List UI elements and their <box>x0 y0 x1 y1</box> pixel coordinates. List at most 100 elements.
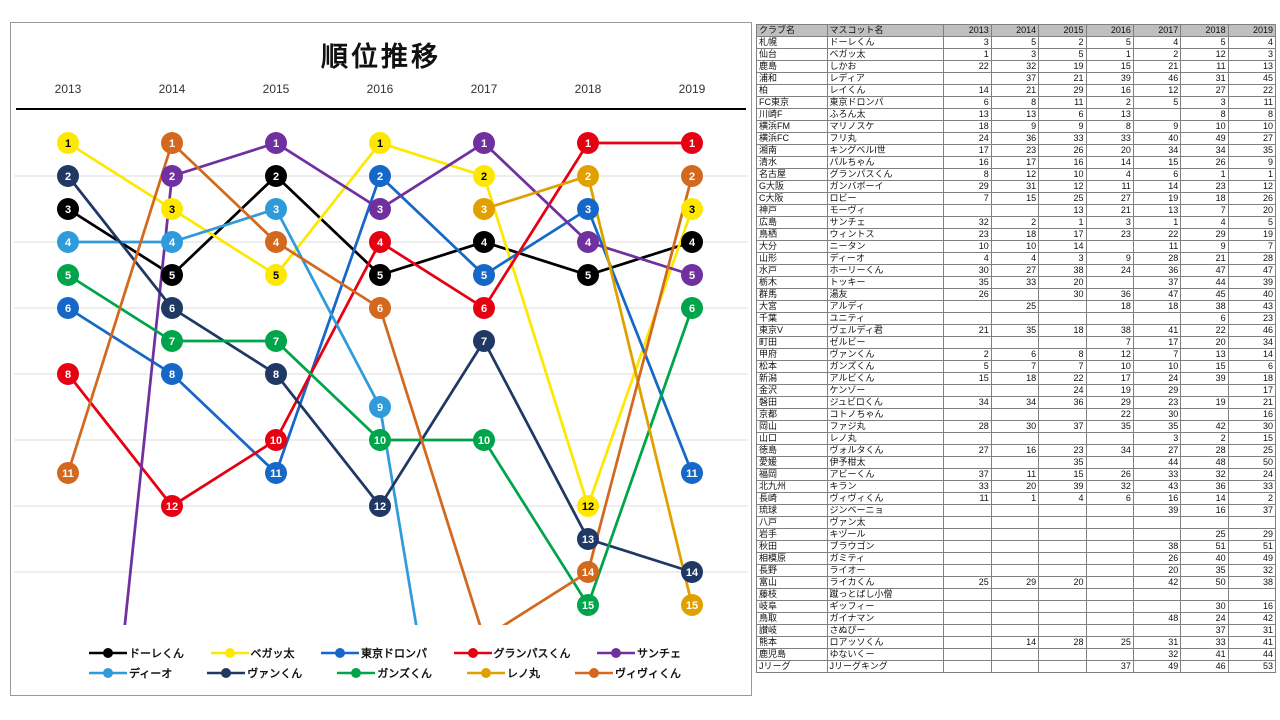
data-point: 7 <box>265 330 287 352</box>
club-name-cell: 東京V <box>756 324 828 337</box>
rank-value-cell: 21 <box>1085 204 1134 217</box>
club-name-cell: 熊本 <box>756 636 828 649</box>
rank-value-cell: 29 <box>1085 396 1134 409</box>
rank-value-cell: 39 <box>1085 72 1134 85</box>
svg-text:9: 9 <box>377 402 383 414</box>
club-name-cell: C大阪 <box>756 192 828 205</box>
svg-text:4: 4 <box>377 237 384 249</box>
data-point: 11 <box>265 462 287 484</box>
rank-value-cell: 13 <box>1132 204 1182 217</box>
rank-value-cell: 18 <box>1132 300 1182 313</box>
club-name-cell: 横浜FC <box>756 132 828 145</box>
mascot-name-cell: コトノちゃん <box>826 408 945 421</box>
rank-value-cell <box>990 312 1040 325</box>
rank-value-cell <box>990 528 1040 541</box>
mascot-name-cell: ガイナマン <box>826 612 945 625</box>
rank-value-cell: 27 <box>1227 132 1277 145</box>
svg-text:5: 5 <box>273 270 279 282</box>
svg-text:6: 6 <box>689 303 695 315</box>
club-name-cell: 千葉 <box>756 312 828 325</box>
data-point: 7 <box>473 330 495 352</box>
rank-value-cell: 9 <box>990 120 1040 133</box>
rank-value-cell: 13 <box>943 108 992 121</box>
svg-text:4: 4 <box>689 237 696 249</box>
rank-value-cell <box>943 312 992 325</box>
svg-text:4: 4 <box>65 237 72 249</box>
data-point: 6 <box>57 297 79 319</box>
svg-text:3: 3 <box>377 204 383 216</box>
mascot-name-cell: ジンベーニョ <box>826 504 945 517</box>
rank-value-cell: 8 <box>990 96 1040 109</box>
svg-text:5: 5 <box>481 270 487 282</box>
legend-label: ガンズくん <box>377 668 432 680</box>
rank-value-cell: 2 <box>1085 96 1134 109</box>
rank-value-cell: 30 <box>943 264 992 277</box>
club-name-cell: 北九州 <box>756 480 828 493</box>
rank-value-cell: 38 <box>1180 300 1229 313</box>
data-point: 3 <box>265 198 287 220</box>
rank-value-cell: 13 <box>990 108 1040 121</box>
rank-value-cell: 18 <box>1180 192 1229 205</box>
mascot-name-cell: さぬぴー <box>826 624 945 637</box>
mascot-name-cell: ニータン <box>826 240 945 253</box>
rank-value-cell <box>1038 516 1087 529</box>
rank-value-cell: 11 <box>1038 96 1087 109</box>
rank-value-cell <box>990 204 1040 217</box>
club-name-cell: 鹿児島 <box>756 648 828 661</box>
svg-text:6: 6 <box>481 303 487 315</box>
rank-value-cell <box>1085 240 1134 253</box>
data-point: 14 <box>577 561 599 583</box>
rank-value-cell: 19 <box>1227 228 1277 241</box>
club-name-cell: 湘南 <box>756 144 828 157</box>
table-header-cell: 2019 <box>1227 24 1277 37</box>
rank-value-cell <box>1085 624 1134 637</box>
table-row: 大宮 アルディ 25 18 18 38 43 <box>756 300 1277 313</box>
rank-value-cell: 17 <box>1038 228 1087 241</box>
rank-value-cell: 34 <box>1085 444 1134 457</box>
year-axis-label: 2017 <box>471 82 498 96</box>
rank-value-cell: 21 <box>990 84 1040 97</box>
rank-value-cell: 10 <box>1085 360 1134 373</box>
data-point: 1 <box>57 132 79 154</box>
table-row: 群馬 湯友 26 30 36 47 45 40 <box>756 288 1277 301</box>
rank-value-cell: 16 <box>1180 504 1229 517</box>
svg-text:6: 6 <box>377 303 383 315</box>
rank-value-cell: 12 <box>1180 48 1229 61</box>
rank-value-cell <box>943 300 992 313</box>
rank-value-cell: 3 <box>1132 432 1182 445</box>
svg-text:5: 5 <box>689 270 695 282</box>
rank-value-cell: 17 <box>1085 372 1134 385</box>
club-name-cell: 岡山 <box>756 420 828 433</box>
rank-value-cell: 37 <box>990 72 1040 85</box>
mascot-name-cell: ユニティ <box>826 312 945 325</box>
rank-value-cell: 17 <box>990 156 1040 169</box>
data-point: 15 <box>577 594 599 616</box>
mascot-name-cell: 湯友 <box>826 288 945 301</box>
rank-value-cell: 8 <box>1180 108 1229 121</box>
rank-value-cell: 10 <box>1180 120 1229 133</box>
rank-value-cell: 33 <box>943 480 992 493</box>
mascot-name-cell: ガミティ <box>826 552 945 565</box>
rank-value-cell <box>943 516 992 529</box>
rank-value-cell: 25 <box>1085 636 1134 649</box>
rank-value-cell: 10 <box>1227 120 1277 133</box>
rank-value-cell <box>943 660 992 673</box>
rank-value-cell: 26 <box>943 288 992 301</box>
rank-value-cell: 34 <box>1180 144 1229 157</box>
rank-value-cell <box>1038 312 1087 325</box>
rank-value-cell <box>1085 312 1134 325</box>
rank-value-cell: 37 <box>1038 420 1087 433</box>
data-point: 4 <box>473 231 495 253</box>
rank-value-cell <box>943 612 992 625</box>
rank-value-cell: 24 <box>1038 384 1087 397</box>
club-name-cell: 長野 <box>756 564 828 577</box>
table-row: 相模原 ガミティ 26 40 49 <box>756 552 1277 565</box>
rank-value-cell: 33 <box>1180 636 1229 649</box>
data-point: 11 <box>681 462 703 484</box>
rank-value-cell: 21 <box>1227 396 1277 409</box>
rank-value-cell: 35 <box>990 324 1040 337</box>
data-point: 4 <box>681 231 703 253</box>
rank-value-cell: 2 <box>1132 48 1182 61</box>
rank-value-cell <box>1085 552 1134 565</box>
legend-marker-icon <box>453 648 492 658</box>
